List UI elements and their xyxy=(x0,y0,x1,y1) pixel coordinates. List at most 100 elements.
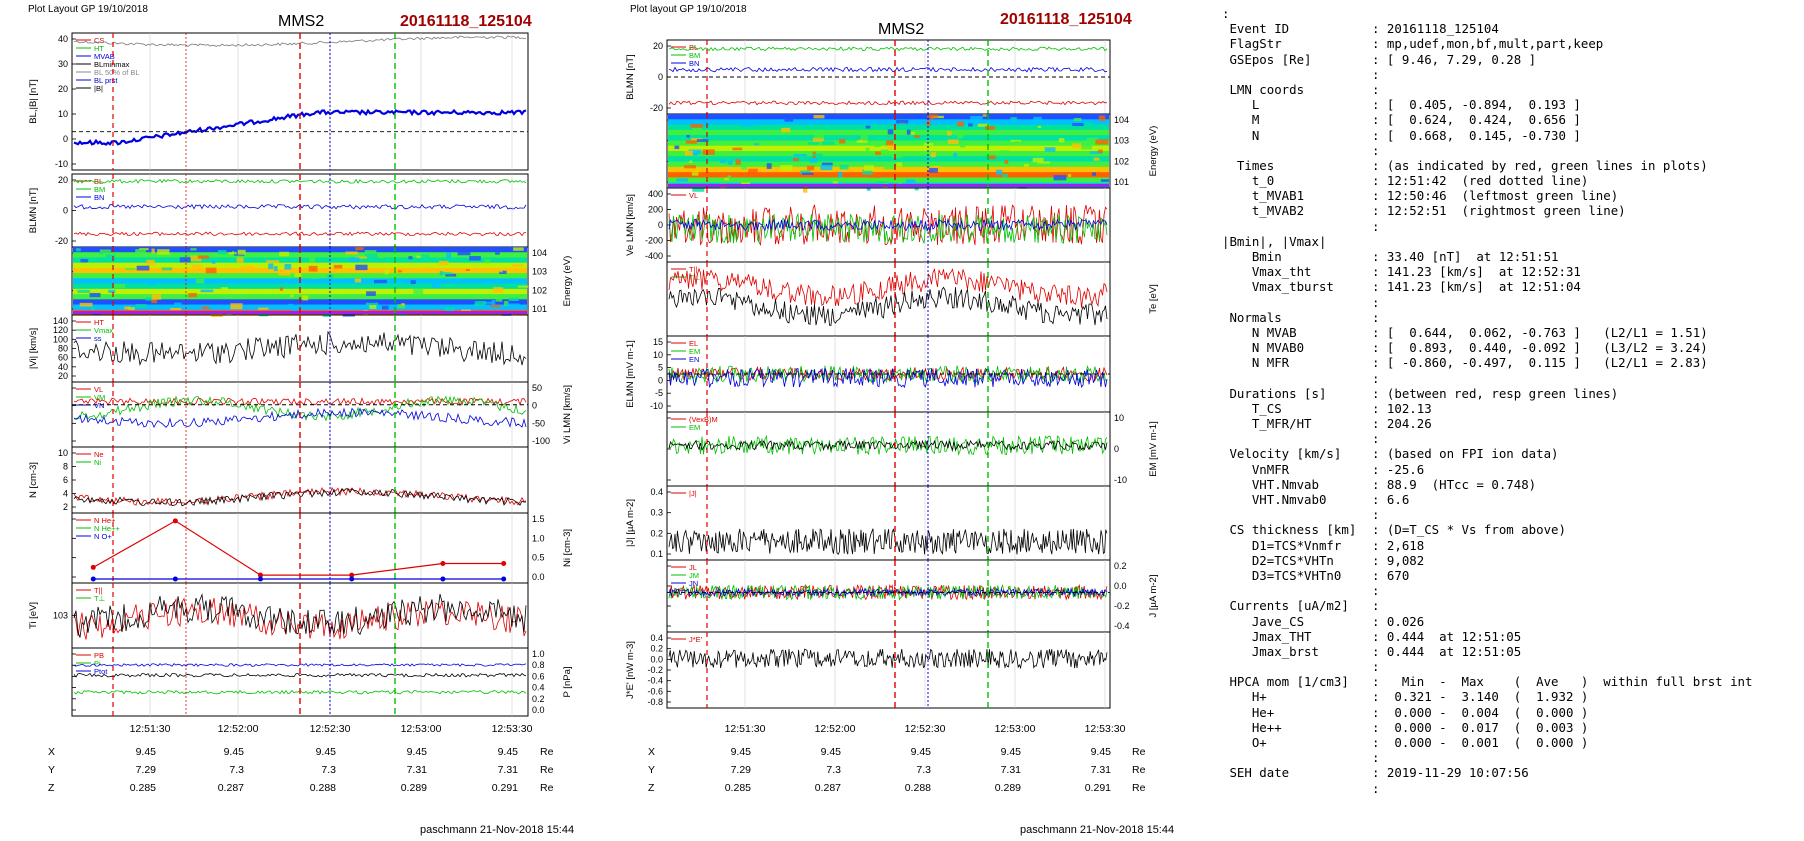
y-tick-label: 0.8 xyxy=(532,660,545,670)
spectrogram-cell xyxy=(1073,118,1082,122)
spectrogram-cell xyxy=(686,134,690,138)
summary-line: He+ : 0.000 - 0.004 ( 0.000 ) xyxy=(1222,705,1802,720)
spectrogram-cell xyxy=(996,169,1003,175)
summary-value: : [ 0.405, -0.894, 0.193 ] xyxy=(1372,97,1581,113)
spectrogram-cell xyxy=(766,163,772,169)
summary-key: : xyxy=(1222,6,1230,21)
legend-entry: BM xyxy=(94,185,105,194)
position-value: 7.29 xyxy=(136,764,157,776)
spectrogram-cell xyxy=(513,247,524,251)
spectrogram-cell xyxy=(474,301,486,306)
summary-line: VHT.Nmvab0: 6.6 xyxy=(1222,492,1802,507)
spectrogram-cell xyxy=(860,135,868,142)
legend-entry: BLminmax xyxy=(94,60,130,69)
summary-key: Jmax_THT xyxy=(1222,628,1312,644)
right-footer: paschmann 21-Nov-2018 15:44 xyxy=(1020,824,1174,836)
y-tick-label: 0.3 xyxy=(650,508,663,518)
y-axis-label: |Vi| [km/s] xyxy=(28,328,39,369)
y-tick-label: 40 xyxy=(58,362,68,372)
spectrogram-cell xyxy=(378,254,384,259)
summary-line: VHT.Nmvab: 88.9 (HTcc = 0.748) xyxy=(1222,477,1802,492)
summary-line: t_MVAB2: 12:52:51 (rightmost green line) xyxy=(1222,203,1802,218)
position-row-label: Y xyxy=(48,764,55,776)
spectrogram-cell xyxy=(953,152,958,158)
spectrogram-cell xyxy=(355,256,368,259)
legend-entry: T|| xyxy=(689,265,698,274)
spectrogram-cell xyxy=(284,263,292,270)
legend-entry: EM xyxy=(689,423,700,432)
summary-key: D1=TCS*Vnmfr xyxy=(1222,537,1342,553)
spectrogram-cell xyxy=(1014,141,1020,144)
y-tick-label: 80 xyxy=(58,344,68,354)
spectrogram-cell xyxy=(957,121,964,127)
spectrogram-band xyxy=(668,156,1109,163)
spectrogram-cell xyxy=(290,294,294,298)
spectrogram-cell xyxy=(335,275,340,279)
right-header: Plot layout GP 19/10/2018 xyxy=(630,4,747,15)
position-value: 0.291 xyxy=(492,782,518,794)
summary-value: : 88.9 (HTcc = 0.748) xyxy=(1372,476,1537,492)
spectrogram-cell xyxy=(862,169,873,175)
summary-value: : -25.6 xyxy=(1372,461,1425,477)
legend-entry: |J| xyxy=(689,489,697,498)
y-tick-label: 200 xyxy=(648,205,663,215)
summary-key: He+ xyxy=(1222,704,1275,720)
event-summary: : Event ID: 20161118_125104 FlagStr: mp,… xyxy=(1222,6,1802,796)
legend-entry: Vmax xyxy=(94,326,113,335)
legend-entry: Ni xyxy=(94,458,101,467)
spectrogram-cell xyxy=(508,297,519,302)
spectrogram-cell xyxy=(803,186,808,193)
y-tick-label: 120 xyxy=(53,325,68,335)
spectrogram-cell xyxy=(333,264,343,269)
y-tick-label: 60 xyxy=(58,353,68,363)
summary-key: GSEpos [Re] xyxy=(1222,51,1312,67)
summary-line: : xyxy=(1222,781,1802,796)
spectrogram-cell xyxy=(108,289,116,293)
spectrogram-cell xyxy=(268,263,274,270)
spectrogram-cell xyxy=(930,119,941,125)
spectrogram-cell xyxy=(868,175,881,178)
spectrogram-cell xyxy=(896,119,909,124)
legend-entry: EN xyxy=(689,355,699,364)
legend-entry: J*E' xyxy=(689,635,703,644)
spectrogram-cell xyxy=(491,300,496,305)
spectrogram-cell xyxy=(236,257,244,263)
panel-7: 1.5 1.0 0.5 0.0 Ni [cm-3] N He+N He++N O+ xyxy=(71,512,573,584)
spectrogram-cell xyxy=(228,252,237,255)
position-value: 9.45 xyxy=(224,746,245,758)
spectrogram-cell xyxy=(812,153,823,156)
spectrogram-cell xyxy=(926,114,939,118)
spectrogram-cell xyxy=(1044,147,1056,152)
y-tick-label: 20 xyxy=(653,41,663,51)
summary-line: : xyxy=(1222,507,1802,522)
spectrogram-cell xyxy=(504,300,509,306)
spectrogram-cell xyxy=(1098,115,1106,121)
y-tick-label: 0.4 xyxy=(650,633,663,643)
spectrogram-band xyxy=(668,166,1109,173)
y-tick-label: 0 xyxy=(532,401,537,411)
summary-value: : 0.000 - 0.004 ( 0.000 ) xyxy=(1372,704,1589,720)
spectrogram-cell xyxy=(374,279,387,284)
legend-entry: Ne xyxy=(94,450,104,459)
summary-key: Durations [s] xyxy=(1222,385,1327,401)
summary-value: : xyxy=(1372,309,1380,325)
spectrogram-cell xyxy=(444,307,455,313)
spectrogram-cell xyxy=(814,134,825,139)
spectrogram-band xyxy=(668,172,1109,178)
spectrogram-cell xyxy=(135,249,146,255)
position-value: 9.45 xyxy=(1091,746,1112,758)
summary-line: Jmax_THT: 0.444 at 12:51:05 xyxy=(1222,629,1802,644)
spectrogram-band xyxy=(73,252,527,258)
summary-value: : xyxy=(1372,659,1380,675)
y-tick-label: 140 xyxy=(53,316,68,326)
position-value: 9.45 xyxy=(821,746,842,758)
spectrogram-cell xyxy=(676,178,689,182)
spectrogram-cell xyxy=(457,250,471,256)
spectrogram-cell xyxy=(926,120,931,126)
spectrogram-cell xyxy=(179,257,191,263)
spectrogram-cell xyxy=(413,289,424,294)
summary-line: H+: 0.321 - 3.140 ( 1.932 ) xyxy=(1222,689,1802,704)
y-tick-label: 0 xyxy=(63,206,68,216)
